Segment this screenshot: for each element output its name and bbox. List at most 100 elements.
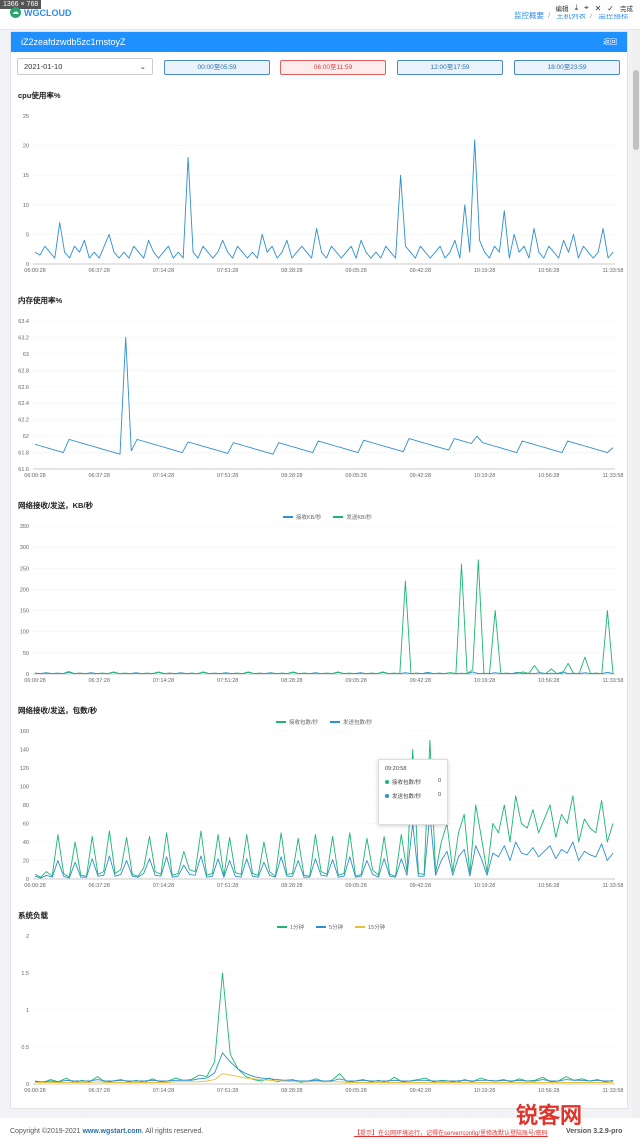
y-tick-label: 20: [23, 144, 29, 150]
y-tick-label: 100: [20, 630, 29, 636]
legend-swatch: [283, 516, 293, 518]
tooltip-row: 发送包数/秒 0: [385, 792, 441, 800]
panel-header: iZ2zeafdzwdb5zc1rnstoyZ 返回: [11, 32, 627, 52]
back-button[interactable]: 返回: [603, 39, 617, 46]
x-tick-label: 09:05:28: [345, 473, 366, 479]
memory-chart: 内存使用率% 61.6 61.8 62 62.2 62.4 62.6 62.8 63 63.2 6…: [11, 295, 629, 495]
series-line-1: [35, 1052, 613, 1083]
tooltip-label: 发送包数/秒: [392, 794, 422, 800]
y-tick-label: 0: [26, 877, 29, 883]
y-tick-label: 25: [23, 114, 29, 120]
x-tick-label: 07:14:28: [153, 883, 174, 889]
x-tick-label: 06:37:28: [89, 678, 110, 684]
legend-label: 5分钟: [329, 925, 344, 931]
y-tick-label: 61.8: [18, 451, 29, 457]
legend-swatch: [333, 516, 344, 518]
x-tick-label: 07:14:28: [153, 268, 174, 274]
series-line-1: [34, 559, 614, 675]
tooltip-value: 0: [437, 792, 441, 798]
security-hint-link[interactable]: 【提示】在公网环境运行，记得在server/config/里修改默认登陆账号/密…: [354, 1131, 548, 1137]
series-line-2: [35, 1073, 613, 1083]
legend-item[interactable]: 1分钟: [277, 923, 304, 931]
x-tick-label: 11:33:58: [602, 883, 623, 889]
x-tick-label: 08:28:28: [281, 883, 302, 889]
x-tick-label: 07:51:28: [217, 678, 238, 684]
y-tick-label: 40: [23, 840, 29, 846]
legend-item[interactable]: 15分钟: [355, 923, 385, 931]
memory-chart-svg[interactable]: 61.6 61.8 62 62.2 62.4 62.6 62.8 63 63.2 63.4 06:0…: [11, 295, 629, 495]
legend-label: 发送KB/秒: [346, 515, 372, 521]
rights-text: . All rights reserved.: [141, 1128, 204, 1135]
tooltip-label: 接收包数/秒: [392, 780, 422, 786]
time-range-button-1[interactable]: 06:00至11:59: [280, 60, 386, 75]
legend: 1分钟 5分钟 15分钟: [277, 923, 385, 931]
version-label: Version 3.2.9-pro: [566, 1128, 623, 1135]
y-tick-label: 15: [23, 173, 29, 179]
legend-item[interactable]: 接收包数/秒: [276, 718, 318, 726]
y-tick-label: 62: [23, 434, 29, 440]
date-select[interactable]: 2021-01-10 ⌄: [17, 58, 153, 75]
y-tick-label: 2: [26, 934, 29, 940]
x-tick-label: 06:37:28: [89, 1088, 110, 1094]
logo-text: WGCLOUD: [24, 7, 72, 18]
legend-label: 15分钟: [368, 925, 386, 931]
x-tick-label: 09:05:28: [345, 1088, 366, 1094]
scrollbar-thumb[interactable]: [633, 70, 639, 150]
breadcrumb: 监控概要 / 主机列表 / 监控指标: [514, 11, 629, 20]
y-tick-label: 1: [26, 1008, 29, 1014]
y-tick-label: 10: [23, 203, 29, 209]
x-tick-label: 09:42:28: [410, 268, 431, 274]
edit-button[interactable]: 编辑: [555, 6, 569, 13]
pin-icon[interactable]: ⌖: [584, 3, 589, 12]
x-tick-label: 11:33:58: [602, 473, 623, 479]
site-link[interactable]: www.wgstart.com: [82, 1128, 142, 1135]
check-icon[interactable]: ✓: [607, 3, 614, 13]
y-tick-label: 120: [20, 766, 29, 772]
x-tick-label: 09:42:28: [410, 883, 431, 889]
x-tick-label: 07:14:28: [153, 1088, 174, 1094]
time-range-button-2[interactable]: 12:00至17:59: [397, 60, 503, 75]
close-icon[interactable]: ✕: [594, 3, 602, 13]
x-tick-label: 06:37:28: [89, 268, 110, 274]
x-tick-label: 07:14:28: [153, 678, 174, 684]
tooltip-value: 0: [437, 778, 441, 784]
y-tick-label: 1.5: [21, 971, 29, 977]
legend-item[interactable]: 发送KB/秒: [333, 513, 372, 521]
logo[interactable]: ☁ WGCLOUD: [10, 7, 72, 18]
x-tick-label: 07:51:28: [217, 473, 238, 479]
breadcrumb-host-list[interactable]: 主机列表: [556, 11, 587, 20]
x-tick-label: 10:19:28: [474, 678, 495, 684]
cpu-chart-svg[interactable]: 0 5 10 15 20 25 06:00:28 06:37:28 07:14:28 07:51:…: [11, 90, 629, 290]
x-tick-label: 10:56:28: [538, 883, 559, 889]
host-title: iZ2zeafdzwdb5zc1rnstoyZ: [21, 37, 126, 47]
x-tick-label: 10:19:28: [474, 1088, 495, 1094]
y-tick-label: 60: [23, 822, 29, 828]
x-tick-label: 11:33:58: [602, 1088, 623, 1094]
legend-item[interactable]: 5分钟: [316, 923, 343, 931]
x-tick-label: 06:37:28: [89, 883, 110, 889]
y-tick-label: 61.6: [18, 467, 29, 473]
page-scrollbar[interactable]: [632, 30, 640, 1118]
breadcrumb-overview[interactable]: 监控概要: [514, 11, 544, 20]
series-dot-icon: [385, 794, 389, 798]
chart-title: 内存使用率%: [18, 296, 63, 305]
system-load-chart-svg[interactable]: 0 0.5 1 1.5 2 06:00:28 06:37:28 07:14:28 07:51:2…: [11, 910, 629, 1110]
time-range-button-0[interactable]: 00:00至05:59: [164, 60, 270, 75]
network-kb-chart-svg[interactable]: 0 50 100 150 200 250 300 350 06:00:28 06:37:28 07:…: [11, 500, 629, 700]
x-tick-label: 08:28:28: [281, 473, 302, 479]
series-line-0: [34, 139, 614, 259]
legend-label: 接收KB/秒: [296, 515, 322, 521]
network-packets-chart-svg[interactable]: 0 20 40 60 80 100 120 140 160 06:00:28 06:37:28 07:…: [11, 705, 629, 905]
host-metrics-panel: iZ2zeafdzwdb5zc1rnstoyZ 返回 2021-01-10 ⌄ …: [10, 31, 628, 1109]
y-tick-label: 0: [26, 262, 29, 268]
done-button[interactable]: 完成: [620, 6, 633, 13]
time-range-button-3[interactable]: 18:00至23:59: [514, 60, 620, 75]
legend-item[interactable]: 发送包数/秒: [330, 718, 372, 726]
x-tick-label: 08:28:28: [281, 268, 302, 274]
legend-item[interactable]: 接收KB/秒: [283, 513, 321, 521]
top-bar: 1366 × 768 ☁ WGCLOUD 监控概要 / 主机列表 / 监控指标 编辑…: [0, 0, 640, 30]
copyright-text: Copyright ©2019-2021: [10, 1128, 83, 1135]
legend: 接收KB/秒 发送KB/秒: [283, 513, 372, 521]
filter-row: 2021-01-10 ⌄ 00:00至05:59 06:00至11:59 12:…: [11, 52, 627, 80]
download-icon[interactable]: ⤓: [574, 3, 579, 12]
